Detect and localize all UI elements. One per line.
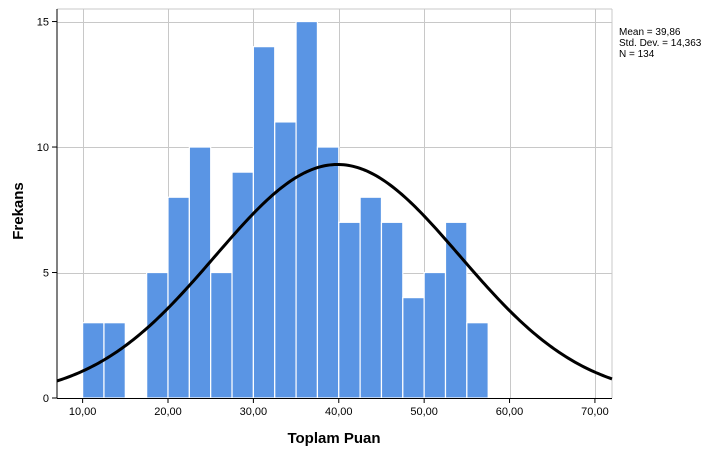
histogram-bar bbox=[295, 20, 319, 399]
histogram-bar bbox=[423, 271, 447, 399]
histogram-bar bbox=[210, 271, 233, 399]
x-tick-label: 10,00 bbox=[69, 406, 97, 418]
stats-line: N = 134 bbox=[619, 49, 655, 60]
histogram-bar bbox=[274, 121, 297, 399]
histogram-bar bbox=[444, 221, 468, 399]
x-tick-label: 30,00 bbox=[240, 406, 268, 418]
axes bbox=[52, 9, 612, 403]
normal-curve-layer bbox=[56, 162, 613, 383]
x-tick-label: 70,00 bbox=[581, 406, 609, 418]
histogram-bar bbox=[316, 146, 340, 399]
histogram-bar bbox=[359, 196, 383, 399]
x-axis-title: Toplam Puan bbox=[287, 430, 380, 447]
normal-curve bbox=[56, 162, 613, 383]
y-tick-label: 0 bbox=[43, 393, 49, 405]
y-tick-label: 10 bbox=[37, 142, 49, 154]
histogram-bar bbox=[231, 171, 254, 399]
y-tick-label: 5 bbox=[43, 268, 49, 280]
y-axis-title: Frekans bbox=[10, 182, 27, 240]
histogram-bar bbox=[103, 322, 126, 399]
y-tick-label: 15 bbox=[37, 17, 49, 29]
histogram-bar bbox=[380, 221, 404, 399]
histogram-bar bbox=[338, 221, 361, 399]
tick-labels: 10,00 20,00 30,00 40,00 50,00 60,00 70,00 0 5 10 1… bbox=[37, 17, 609, 418]
stats-line: Mean = 39,86 bbox=[619, 27, 681, 38]
histogram-bar bbox=[146, 271, 169, 399]
histogram-bars bbox=[82, 20, 489, 399]
x-tick-label: 50,00 bbox=[410, 406, 438, 418]
x-tick-label: 60,00 bbox=[496, 406, 524, 418]
histogram-bar bbox=[252, 46, 276, 399]
histogram-bar bbox=[466, 322, 489, 399]
stats-line: Std. Dev. = 14,363 bbox=[619, 38, 702, 49]
x-tick-label: 40,00 bbox=[325, 406, 353, 418]
histogram-bar bbox=[402, 297, 425, 399]
x-tick-label: 20,00 bbox=[154, 406, 182, 418]
